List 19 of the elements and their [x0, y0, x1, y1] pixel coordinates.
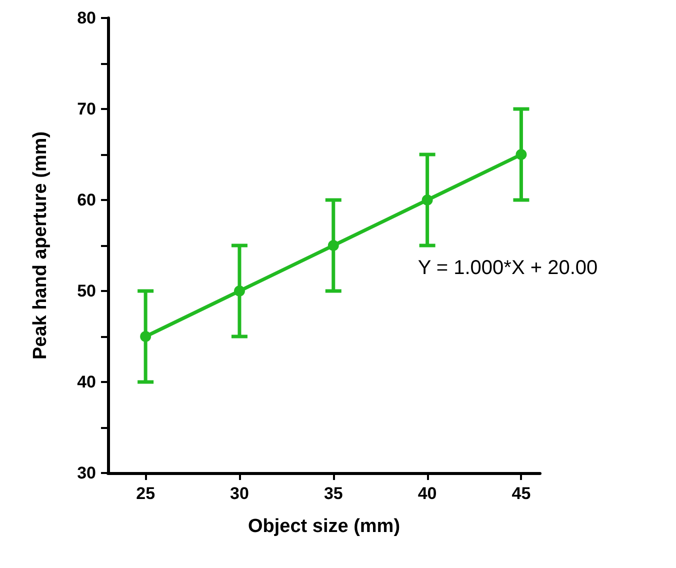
y-axis-title: Peak hand aperture (mm) — [30, 131, 51, 360]
x-tick-label: 25 — [136, 484, 156, 503]
y-tick-label: 70 — [77, 100, 96, 118]
annotation: Y = 1.000*X + 20.00 — [418, 257, 598, 279]
x-tick-label: 35 — [324, 484, 343, 503]
point — [140, 331, 152, 342]
y-tick-label: 40 — [77, 372, 96, 392]
x-tick-label: 40 — [418, 484, 437, 503]
y-tick-label: 60 — [77, 190, 96, 210]
x-tick-label: 45 — [512, 484, 531, 503]
y-tick-label: 50 — [77, 282, 96, 300]
y-tick-label: 80 — [77, 8, 96, 28]
point — [422, 194, 433, 206]
point — [234, 286, 245, 296]
point — [516, 149, 527, 160]
x-axis-title: Object size (mm) — [248, 516, 400, 537]
y-tick-label: 30 — [77, 464, 96, 482]
x-tick-label: 30 — [230, 484, 249, 503]
point — [328, 240, 339, 251]
